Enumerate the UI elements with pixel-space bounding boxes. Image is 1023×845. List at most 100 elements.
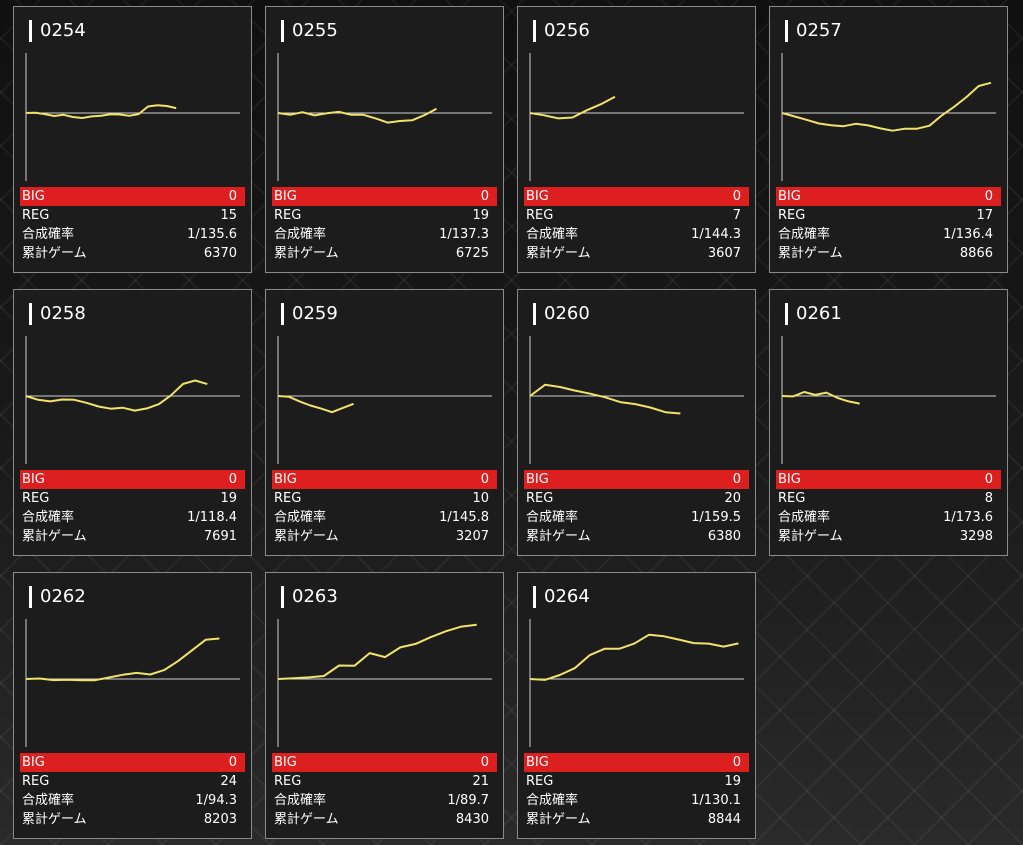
- games-label: 累計ゲーム: [778, 246, 843, 261]
- stats-table: BIG 0 REG 10 合成確率 1/145.8 累計ゲーム 3207: [272, 470, 497, 546]
- big-value: 0: [228, 472, 237, 487]
- rate-row: 合成確率 1/137.3: [272, 225, 497, 244]
- machine-card[interactable]: 0260 BIG 0 REG 20 合成確率 1/159.5 累計ゲーム 638…: [517, 289, 756, 556]
- stats-table: BIG 0 REG 19 合成確率 1/137.3 累計ゲーム 6725: [272, 187, 497, 263]
- slump-line: [25, 379, 208, 412]
- rate-value: 1/130.1: [691, 793, 741, 808]
- rate-label: 合成確率: [526, 227, 579, 242]
- big-label: BIG: [22, 472, 45, 487]
- stats-table: BIG 0 REG 15 合成確率 1/135.6 累計ゲーム 6370: [20, 187, 245, 263]
- slump-chart: [524, 49, 749, 184]
- big-value: 0: [480, 472, 489, 487]
- rate-row: 合成確率 1/173.6: [776, 508, 1001, 527]
- big-value: 0: [228, 189, 237, 204]
- games-value: 3298: [959, 529, 993, 544]
- games-label: 累計ゲーム: [274, 246, 339, 261]
- games-value: 3207: [455, 529, 489, 544]
- big-label: BIG: [22, 189, 45, 204]
- reg-value: 17: [976, 208, 993, 223]
- title-accent-bar: [281, 303, 284, 325]
- reg-row: REG 8: [776, 489, 1001, 508]
- rate-row: 合成確率 1/136.4: [776, 225, 1001, 244]
- machine-number: 0258: [40, 303, 86, 324]
- reg-row: REG 19: [20, 489, 245, 508]
- big-row: BIG 0: [524, 753, 749, 772]
- machine-number: 0256: [544, 20, 590, 41]
- big-label: BIG: [526, 472, 549, 487]
- stats-table: BIG 0 REG 19 合成確率 1/130.1 累計ゲーム 8844: [524, 753, 749, 829]
- slump-chart-svg: [277, 619, 492, 747]
- slump-chart: [20, 49, 245, 184]
- big-label: BIG: [778, 472, 801, 487]
- machine-card[interactable]: 0259 BIG 0 REG 10 合成確率 1/145.8 累計ゲーム 320…: [265, 289, 504, 556]
- rate-value: 1/89.7: [447, 793, 489, 808]
- games-value: 3607: [707, 246, 741, 261]
- machine-card[interactable]: 0264 BIG 0 REG 19 合成確率 1/130.1 累計ゲーム 884…: [517, 572, 756, 839]
- big-label: BIG: [778, 189, 801, 204]
- rate-value: 1/173.6: [943, 510, 993, 525]
- machine-card[interactable]: 0258 BIG 0 REG 19 合成確率 1/118.4 累計ゲーム 769…: [13, 289, 252, 556]
- title-accent-bar: [785, 20, 788, 42]
- reg-row: REG 19: [272, 206, 497, 225]
- slump-line: [277, 395, 354, 414]
- machine-title: 0263: [281, 585, 338, 609]
- games-row: 累計ゲーム 7691: [20, 527, 245, 546]
- games-label: 累計ゲーム: [22, 529, 87, 544]
- machine-card[interactable]: 0256 BIG 0 REG 7 合成確率 1/144.3 累計ゲーム 3607: [517, 6, 756, 273]
- slump-chart: [272, 49, 497, 184]
- reg-label: REG: [22, 491, 50, 506]
- rate-value: 1/94.3: [195, 793, 237, 808]
- reg-value: 19: [472, 208, 489, 223]
- games-row: 累計ゲーム 3207: [272, 527, 497, 546]
- machine-grid: 0254 BIG 0 REG 15 合成確率 1/135.6 累計ゲーム 637…: [13, 6, 1008, 839]
- games-row: 累計ゲーム 6380: [524, 527, 749, 546]
- machine-number: 0263: [292, 586, 338, 607]
- machine-card[interactable]: 0263 BIG 0 REG 21 合成確率 1/89.7 累計ゲーム 8430: [265, 572, 504, 839]
- rate-label: 合成確率: [274, 793, 327, 808]
- machine-card[interactable]: 0255 BIG 0 REG 19 合成確率 1/137.3 累計ゲーム 672…: [265, 6, 504, 273]
- rate-row: 合成確率 1/130.1: [524, 791, 749, 810]
- rate-row: 合成確率 1/89.7: [272, 791, 497, 810]
- rate-label: 合成確率: [526, 510, 579, 525]
- reg-row: REG 20: [524, 489, 749, 508]
- rate-label: 合成確率: [778, 510, 831, 525]
- machine-title: 0262: [29, 585, 86, 609]
- rate-value: 1/135.6: [187, 227, 237, 242]
- rate-label: 合成確率: [22, 227, 75, 242]
- machine-card[interactable]: 0254 BIG 0 REG 15 合成確率 1/135.6 累計ゲーム 637…: [13, 6, 252, 273]
- big-value: 0: [732, 472, 741, 487]
- games-row: 累計ゲーム 6725: [272, 244, 497, 263]
- games-value: 6725: [455, 246, 489, 261]
- slump-chart: [776, 49, 1001, 184]
- big-row: BIG 0: [776, 187, 1001, 206]
- rate-row: 合成確率 1/144.3: [524, 225, 749, 244]
- machine-number: 0257: [796, 20, 842, 41]
- reg-row: REG 24: [20, 772, 245, 791]
- machine-number: 0255: [292, 20, 338, 41]
- reg-label: REG: [526, 774, 554, 789]
- slump-chart: [524, 332, 749, 467]
- games-value: 7691: [203, 529, 237, 544]
- games-row: 累計ゲーム 3607: [524, 244, 749, 263]
- rate-label: 合成確率: [526, 793, 579, 808]
- big-row: BIG 0: [524, 470, 749, 489]
- machine-card[interactable]: 0262 BIG 0 REG 24 合成確率 1/94.3 累計ゲーム 8203: [13, 572, 252, 839]
- stats-table: BIG 0 REG 8 合成確率 1/173.6 累計ゲーム 3298: [776, 470, 1001, 546]
- rate-label: 合成確率: [778, 227, 831, 242]
- slump-line: [277, 623, 477, 680]
- games-value: 6370: [203, 246, 237, 261]
- machine-title: 0254: [29, 19, 86, 43]
- machine-card[interactable]: 0257 BIG 0 REG 17 合成確率 1/136.4 累計ゲーム 886…: [769, 6, 1008, 273]
- games-value: 8866: [959, 246, 993, 261]
- games-label: 累計ゲーム: [526, 529, 591, 544]
- stats-table: BIG 0 REG 17 合成確率 1/136.4 累計ゲーム 8866: [776, 187, 1001, 263]
- games-label: 累計ゲーム: [274, 812, 339, 827]
- slump-line: [25, 104, 177, 119]
- title-accent-bar: [29, 586, 32, 608]
- reg-row: REG 7: [524, 206, 749, 225]
- rate-value: 1/159.5: [691, 510, 741, 525]
- machine-card[interactable]: 0261 BIG 0 REG 8 合成確率 1/173.6 累計ゲーム 3298: [769, 289, 1008, 556]
- reg-value: 20: [724, 491, 741, 506]
- machine-number: 0261: [796, 303, 842, 324]
- slump-line: [529, 383, 681, 415]
